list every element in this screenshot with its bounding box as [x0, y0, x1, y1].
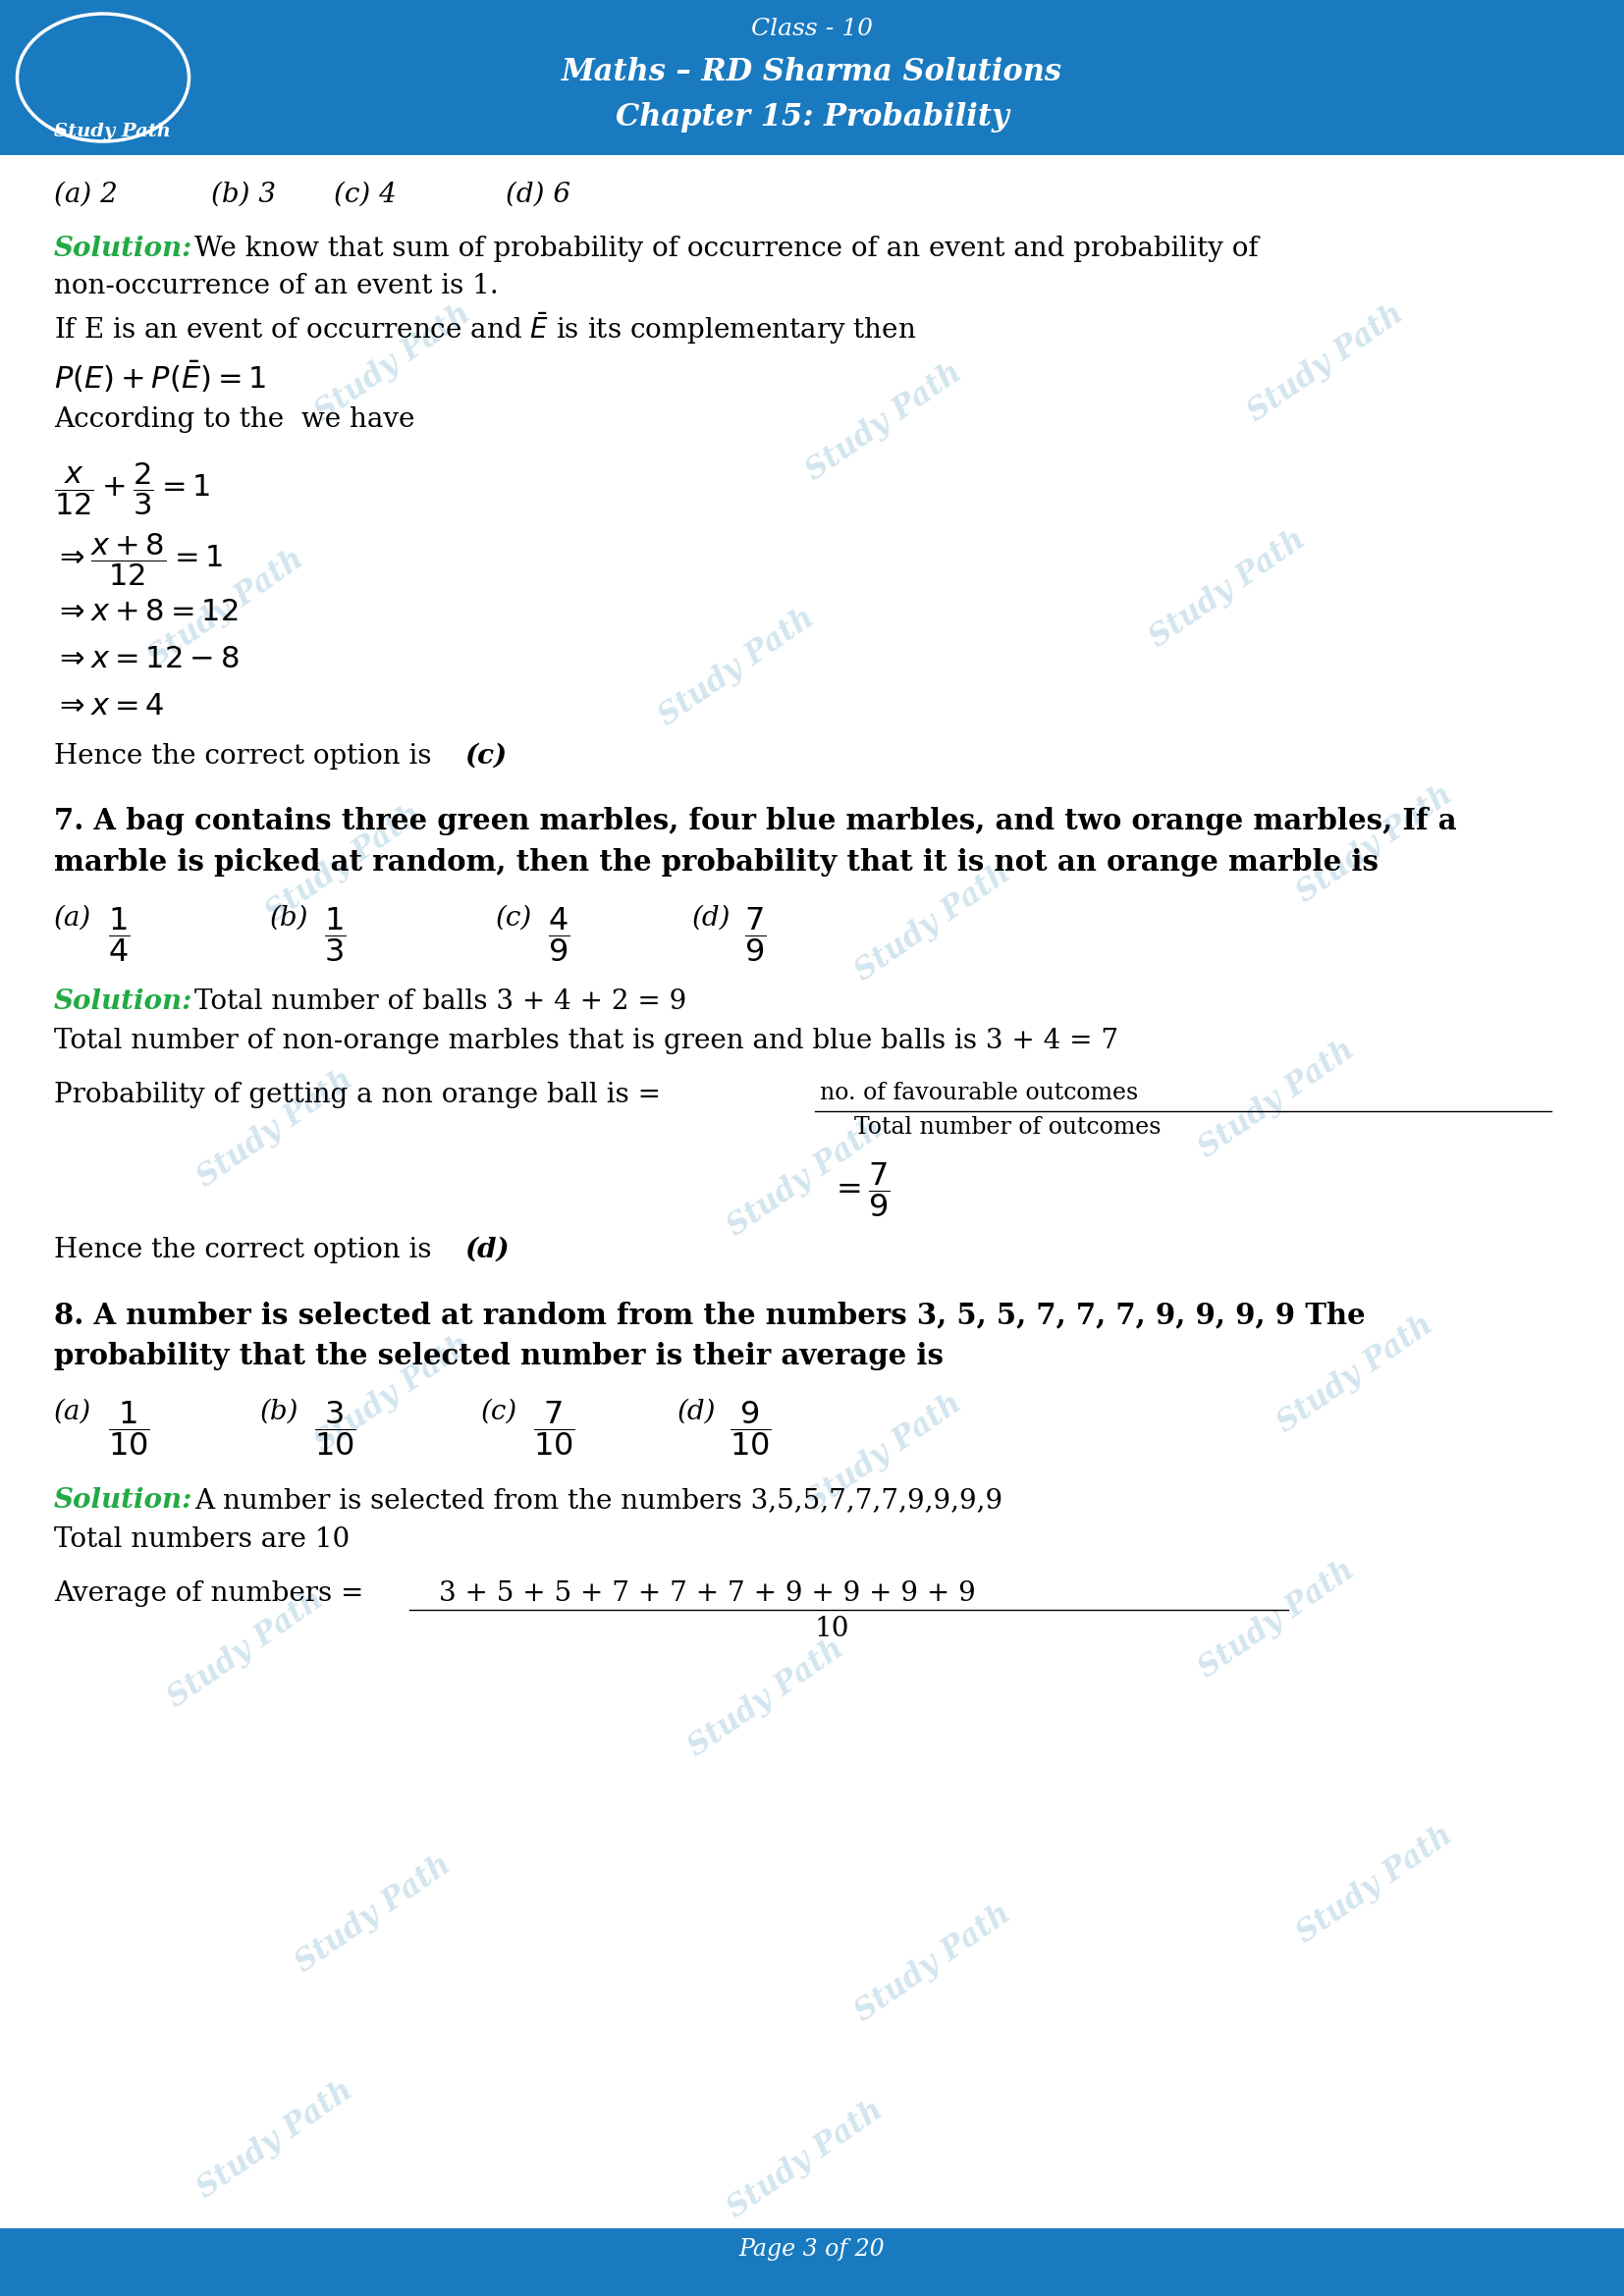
Text: Study Path: Study Path	[1272, 1309, 1439, 1440]
Text: no. of favourable outcomes: no. of favourable outcomes	[820, 1081, 1138, 1104]
Text: Study Path: Study Path	[1143, 523, 1311, 654]
Text: Probability of getting a non orange ball is =: Probability of getting a non orange ball…	[54, 1081, 661, 1109]
Text: Solution:: Solution:	[54, 236, 193, 262]
Text: (d): (d)	[677, 1398, 716, 1426]
Text: $\Rightarrow x = 12 - 8$: $\Rightarrow x = 12 - 8$	[54, 645, 239, 673]
Text: Class - 10: Class - 10	[752, 18, 872, 41]
Text: (b): (b)	[260, 1398, 299, 1426]
Text: Total numbers are 10: Total numbers are 10	[54, 1527, 349, 1552]
Text: $\Rightarrow \dfrac{x + 8}{12} = 1$: $\Rightarrow \dfrac{x + 8}{12} = 1$	[54, 530, 222, 588]
Text: Study Path: Study Path	[721, 2094, 888, 2225]
Text: $= \dfrac{7}{9}$: $= \dfrac{7}{9}$	[830, 1159, 890, 1219]
Text: Average of numbers =: Average of numbers =	[54, 1580, 364, 1607]
Text: Total number of non-orange marbles that is green and blue balls is 3 + 4 = 7: Total number of non-orange marbles that …	[54, 1029, 1119, 1054]
Text: 7. A bag contains three green marbles, four blue marbles, and two orange marbles: 7. A bag contains three green marbles, f…	[54, 806, 1457, 836]
Text: (c) 4: (c) 4	[335, 181, 396, 209]
Text: Study Path: Study Path	[192, 2076, 359, 2204]
Text: Study Path: Study Path	[309, 298, 476, 427]
Text: Study Path: Study Path	[801, 358, 968, 487]
Text: Study Path: Study Path	[192, 1063, 359, 1194]
Text: Study Path: Study Path	[1194, 1554, 1359, 1685]
Text: (a) 2: (a) 2	[54, 181, 117, 209]
Text: Study Path: Study Path	[289, 1848, 456, 1979]
Text: Hence the correct option is: Hence the correct option is	[54, 1238, 440, 1263]
Text: Study Path: Study Path	[849, 859, 1017, 987]
Text: Chapter 15: Probability: Chapter 15: Probability	[615, 101, 1009, 133]
Text: Solution:: Solution:	[54, 990, 193, 1015]
Text: $\dfrac{1}{10}$: $\dfrac{1}{10}$	[109, 1398, 149, 1458]
Text: Study Path: Study Path	[1242, 298, 1410, 427]
Text: Study Path: Study Path	[260, 799, 427, 928]
Bar	[0, 0, 1624, 156]
Text: Study Path: Study Path	[653, 602, 820, 732]
Text: Maths – RD Sharma Solutions: Maths – RD Sharma Solutions	[562, 57, 1062, 87]
Text: If E is an event of occurrence and $\bar{E}$ is its complementary then: If E is an event of occurrence and $\bar…	[54, 310, 916, 347]
Text: Study Path: Study Path	[162, 1584, 330, 1713]
Text: $\dfrac{1}{4}$: $\dfrac{1}{4}$	[109, 905, 130, 964]
Text: Study Path: Study Path	[721, 1114, 888, 1242]
Text: Study Path: Study Path	[1291, 778, 1458, 909]
Text: Solution:: Solution:	[54, 1488, 193, 1513]
Text: (a): (a)	[54, 1398, 91, 1426]
Text: Page 3 of 20: Page 3 of 20	[739, 2239, 885, 2262]
Text: Study Path: Study Path	[801, 1389, 968, 1518]
Text: $\Rightarrow x = 4$: $\Rightarrow x = 4$	[54, 691, 164, 721]
Text: Study Path: Study Path	[143, 544, 309, 673]
Text: Study Path: Study Path	[682, 1632, 849, 1763]
Text: 3 + 5 + 5 + 7 + 7 + 7 + 9 + 9 + 9 + 9: 3 + 5 + 5 + 7 + 7 + 7 + 9 + 9 + 9 + 9	[438, 1580, 976, 1607]
Text: Study Path: Study Path	[1291, 1821, 1458, 1949]
Text: $\dfrac{7}{10}$: $\dfrac{7}{10}$	[533, 1398, 575, 1458]
Text: According to the  we have: According to the we have	[54, 406, 414, 434]
Text: $\dfrac{1}{3}$: $\dfrac{1}{3}$	[325, 905, 346, 964]
Text: Hence the correct option is: Hence the correct option is	[54, 744, 440, 769]
Text: $\dfrac{9}{10}$: $\dfrac{9}{10}$	[729, 1398, 771, 1458]
Text: $\dfrac{4}{9}$: $\dfrac{4}{9}$	[547, 905, 570, 964]
Text: (c): (c)	[481, 1398, 518, 1426]
Text: (c): (c)	[464, 744, 507, 769]
Bar	[0, 2229, 1624, 2296]
Text: A number is selected from the numbers 3,5,5,7,7,7,9,9,9,9: A number is selected from the numbers 3,…	[195, 1488, 1002, 1513]
Text: Study Path: Study Path	[1194, 1035, 1359, 1164]
Text: (d): (d)	[692, 905, 731, 932]
Text: (b): (b)	[270, 905, 309, 932]
Text: (d) 6: (d) 6	[505, 181, 570, 209]
Text: (b) 3: (b) 3	[211, 181, 276, 209]
Text: (d): (d)	[464, 1238, 510, 1263]
Text: Total number of outcomes: Total number of outcomes	[854, 1116, 1161, 1139]
Text: $\dfrac{3}{10}$: $\dfrac{3}{10}$	[313, 1398, 356, 1458]
Text: 10: 10	[814, 1616, 849, 1642]
Text: (c): (c)	[495, 905, 533, 932]
Text: We know that sum of probability of occurrence of an event and probability of: We know that sum of probability of occur…	[195, 236, 1259, 262]
Text: Study Path: Study Path	[54, 122, 171, 140]
Text: probability that the selected number is their average is: probability that the selected number is …	[54, 1341, 944, 1371]
Text: Study Path: Study Path	[309, 1329, 476, 1458]
Text: $\Rightarrow x + 8 = 12$: $\Rightarrow x + 8 = 12$	[54, 597, 239, 627]
Text: (a): (a)	[54, 905, 91, 932]
Text: $\dfrac{7}{9}$: $\dfrac{7}{9}$	[744, 905, 767, 964]
Text: non-occurrence of an event is 1.: non-occurrence of an event is 1.	[54, 273, 499, 298]
Text: $\dfrac{x}{12} + \dfrac{2}{3} = 1$: $\dfrac{x}{12} + \dfrac{2}{3} = 1$	[54, 461, 211, 517]
Text: Study Path: Study Path	[849, 1899, 1017, 2027]
Text: marble is picked at random, then the probability that it is not an orange marble: marble is picked at random, then the pro…	[54, 847, 1379, 877]
Text: $P(E) + P(\bar{E}) = 1$: $P(E) + P(\bar{E}) = 1$	[54, 358, 266, 395]
Text: 8. A number is selected at random from the numbers 3, 5, 5, 7, 7, 7, 9, 9, 9, 9 : 8. A number is selected at random from t…	[54, 1300, 1366, 1329]
Text: Total number of balls 3 + 4 + 2 = 9: Total number of balls 3 + 4 + 2 = 9	[195, 990, 687, 1015]
